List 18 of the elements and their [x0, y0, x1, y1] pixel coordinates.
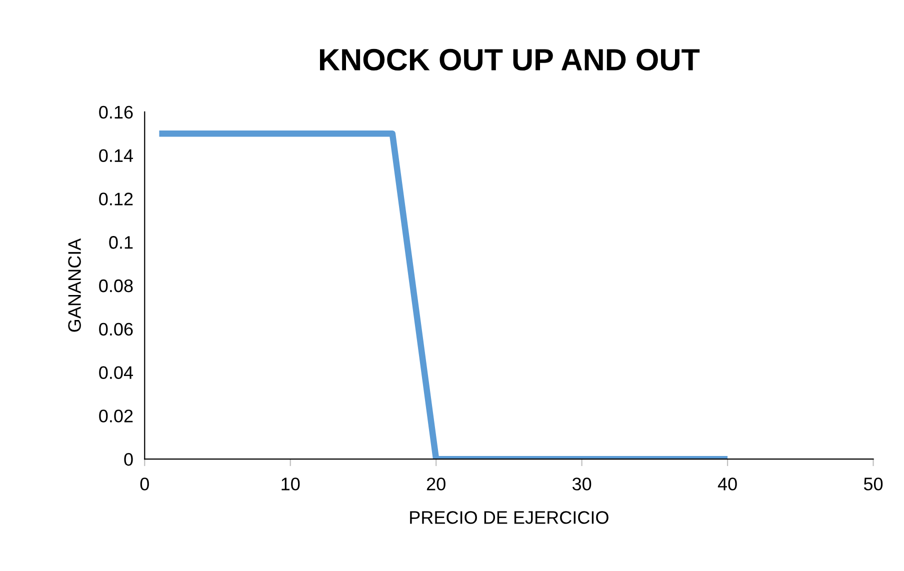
x-tick-label: 30 — [572, 478, 592, 490]
x-tick-label: 10 — [282, 478, 300, 490]
y-tick-label: 0 — [124, 453, 133, 466]
y-tick-label: 0.04 — [99, 366, 134, 380]
x-tick-label: 50 — [864, 478, 883, 490]
y-tick-label: 0.1 — [109, 236, 133, 249]
y-tick-label: 0.16 — [99, 106, 133, 119]
x-tick-label: 20 — [426, 478, 446, 490]
x-axis-title: PRECIO DE EJERCICIO — [410, 511, 608, 524]
y-axis-title: GANANCIA — [68, 238, 81, 332]
x-tick-label: 40 — [718, 478, 737, 490]
x-tick-label: 0 — [140, 478, 149, 490]
y-tick-label: 0.02 — [99, 410, 133, 422]
y-tick-label: 0.08 — [99, 279, 133, 292]
chart-title: KNOCK OUT UP AND OUT — [320, 48, 700, 71]
y-tick-label: 0.06 — [99, 322, 133, 336]
y-tick-label: 0.14 — [99, 149, 134, 162]
y-tick-label: 0.12 — [99, 192, 133, 206]
